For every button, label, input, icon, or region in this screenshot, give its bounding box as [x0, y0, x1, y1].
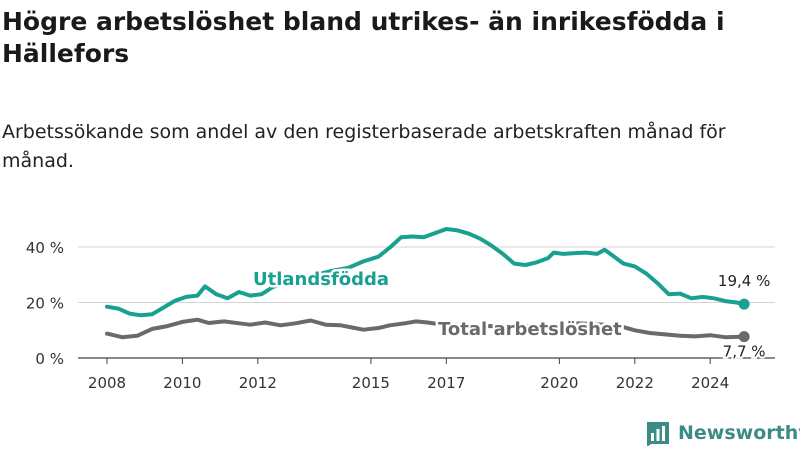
series-label: Total arbetslöshet: [438, 319, 622, 340]
brand-name: Newsworthy: [678, 422, 800, 444]
series-label: Utlandsfödda: [253, 269, 389, 290]
y-axis: 0 % 20 % 40 %: [26, 239, 64, 368]
series-group: [105, 227, 750, 343]
y-tick-label: 0 %: [35, 350, 64, 368]
gridlines: [78, 246, 775, 303]
bar-chart-logo-icon: [647, 422, 669, 446]
end-value-label: 7,7 %: [723, 343, 766, 361]
x-tick-label: 2015: [352, 374, 390, 392]
x-tick-label: 2012: [239, 374, 277, 392]
brand-logo: Newsworthy: [645, 420, 800, 446]
series-line-utlandsfodda: [105, 227, 747, 318]
series-line-total: [105, 317, 747, 340]
x-tick-label: 2017: [427, 374, 465, 392]
x-tick-label: 2024: [691, 374, 729, 392]
series-labels: Utlandsfödda 19,4 % Total arbetslöshet 7,7 …: [251, 267, 773, 363]
series-end-point: [738, 331, 750, 343]
chart-title: Högre arbetslöshet bland utrikes- än inr…: [2, 7, 725, 68]
series-end-point: [738, 298, 750, 310]
y-tick-label: 40 %: [26, 239, 64, 257]
y-tick-label: 20 %: [26, 295, 64, 313]
x-tick-label: 2010: [163, 374, 201, 392]
chart-subtitle: Arbetssökande som andel av den registerb…: [2, 121, 726, 172]
x-tick-label: 2022: [616, 374, 654, 392]
x-tick-label: 2020: [540, 374, 578, 392]
end-value-label: 19,4 %: [718, 272, 770, 290]
x-tick-label: 2008: [88, 374, 126, 392]
x-axis: 2008 2010 2012 2015 2017 2020 2022 2024: [78, 357, 775, 392]
